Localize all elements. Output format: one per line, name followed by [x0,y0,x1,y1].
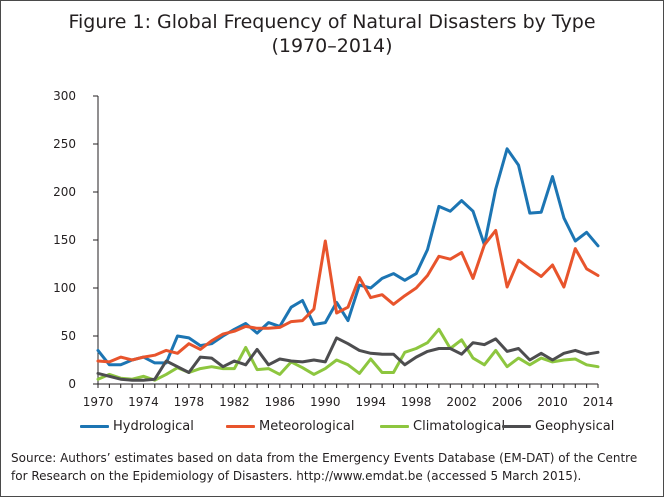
series-line-geophysical [96,336,600,382]
y-tick-label: 100 [53,281,76,295]
series-line-meteorological [96,228,600,364]
x-tick-label: 1986 [265,395,296,409]
line-chart: 0 50 100 150 200 250 300 1970 1974 1978 1982 1986 19… [53,89,614,409]
y-tick-label: 300 [53,89,76,103]
legend-swatch [502,425,531,428]
x-tick-label: 1970 [83,395,114,409]
legend-item-hydrological: Hydrological [80,419,194,434]
legend-label: Hydrological [113,419,194,434]
source-note: Source: Authors’ estimates based on data… [11,451,638,483]
y-tick-label: 200 [53,185,76,199]
x-tick-label: 2014 [583,395,614,409]
x-tick-label: 1998 [401,395,432,409]
chart-subtitle: (1970–2014) [271,35,393,57]
y-tick-label: 250 [53,137,76,151]
x-tick-label: 1978 [174,395,205,409]
x-tick-label: 1990 [310,395,341,409]
legend-swatch [226,425,255,428]
legend-item-meteorological: Meteorological [226,419,354,434]
x-tick-label: 2010 [537,395,568,409]
legend-label: Geophysical [535,419,615,434]
legend-label: Meteorological [259,419,355,434]
legend-swatch [380,425,409,428]
x-tick-label: 2006 [492,395,523,409]
x-tick-label: 1974 [128,395,159,409]
legend-swatch [80,425,109,428]
chart-legend: Hydrological Meteorological Climatological… [80,419,640,439]
chart-title-block: Figure 1: Global Frequency of Natural Di… [0,10,664,58]
series-line-hydrological [96,147,600,367]
x-tick-label: 2002 [446,395,477,409]
legend-item-geophysical: Geophysical [502,419,614,434]
legend-label: Climatological [413,419,506,434]
chart-title: Figure 1: Global Frequency of Natural Di… [68,11,596,33]
x-tick-label: 1994 [355,395,386,409]
y-tick-label: 150 [53,233,76,247]
x-tick-label: 1982 [219,395,250,409]
y-tick-label: 0 [68,377,76,391]
legend-item-climatological: Climatological [380,419,505,434]
y-tick-label: 50 [61,329,76,343]
